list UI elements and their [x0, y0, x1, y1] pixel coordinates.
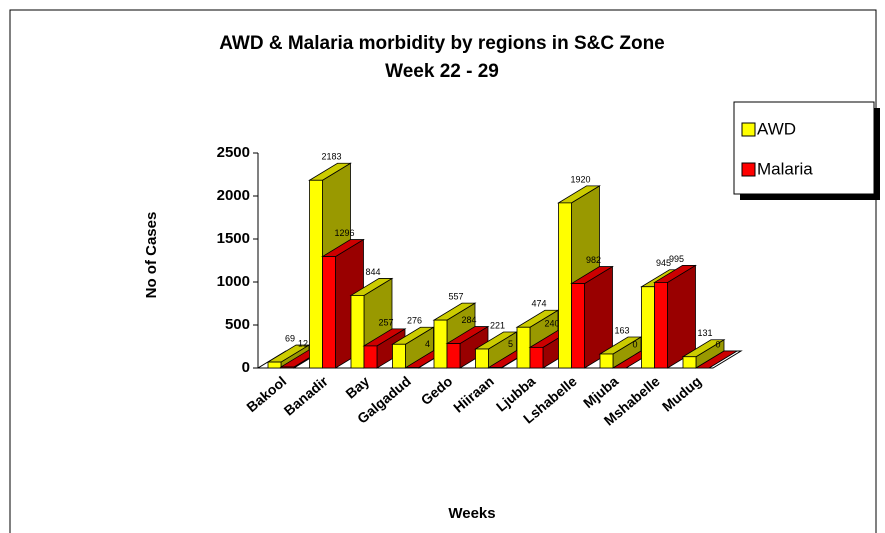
bar-front — [446, 343, 461, 369]
legend-text: AWD — [757, 119, 796, 138]
y-tick-label: 0 — [242, 359, 250, 376]
bar-front — [309, 179, 323, 369]
value-label: 276 — [407, 316, 422, 326]
value-label: 2183 — [321, 152, 341, 162]
bar-front — [475, 348, 489, 369]
bar — [391, 326, 435, 369]
bar-front — [392, 343, 406, 369]
value-label: 945 — [656, 258, 671, 268]
bar-front — [558, 202, 572, 369]
bar-top — [694, 350, 739, 369]
y-tick-label: 2500 — [217, 144, 250, 161]
value-label: 995 — [669, 254, 684, 264]
value-label: 131 — [697, 328, 712, 338]
bar-front — [529, 346, 544, 369]
chart-title: AWD & Malaria morbidity by regions in S&… — [219, 33, 665, 54]
y-tick-label: 2000 — [217, 187, 250, 204]
legend-swatch — [741, 162, 756, 177]
value-label: 5 — [508, 339, 513, 349]
legend-text: Malaria — [757, 159, 813, 178]
value-label: 163 — [614, 325, 629, 335]
y-tick-label: 1500 — [217, 230, 250, 247]
value-label: 1296 — [334, 228, 354, 238]
bar-front — [654, 282, 668, 369]
bar-front — [641, 286, 655, 369]
bar-front — [322, 256, 336, 369]
bar — [694, 350, 739, 369]
value-label: 12 — [298, 338, 308, 348]
value-label: 982 — [586, 255, 601, 265]
value-label: 557 — [448, 291, 463, 301]
bar-front — [280, 366, 295, 369]
bar — [598, 336, 643, 369]
value-label: 0 — [632, 339, 637, 349]
value-label: 284 — [461, 315, 476, 325]
chart-subtitle: Week 22 - 29 — [385, 61, 499, 82]
bar-front — [682, 356, 697, 369]
value-label: 474 — [531, 299, 546, 309]
bar — [653, 264, 697, 369]
chart-frame — [9, 9, 877, 533]
bar-front — [516, 326, 531, 369]
value-label: 69 — [285, 333, 295, 343]
y-tick-label: 1000 — [217, 273, 250, 290]
value-label: 221 — [490, 320, 505, 330]
value-label: 257 — [378, 317, 393, 327]
value-label: 844 — [365, 267, 380, 277]
bar-front — [571, 283, 585, 369]
value-label: 1920 — [570, 174, 590, 184]
value-label: 4 — [425, 339, 430, 349]
bar-front — [350, 295, 365, 369]
bar-front — [599, 353, 614, 369]
value-label: 240 — [544, 319, 559, 329]
bar-front — [363, 345, 378, 369]
legend-box — [733, 101, 875, 195]
bar-front — [433, 319, 448, 369]
bar-front — [267, 361, 282, 369]
value-label: 0 — [715, 339, 720, 349]
bar — [445, 325, 490, 369]
y-tick-label: 500 — [225, 316, 250, 333]
legend-swatch — [741, 122, 756, 137]
y-axis-title: No of Cases — [143, 212, 160, 299]
x-axis-title: Weeks — [448, 505, 495, 522]
bar — [474, 331, 518, 369]
